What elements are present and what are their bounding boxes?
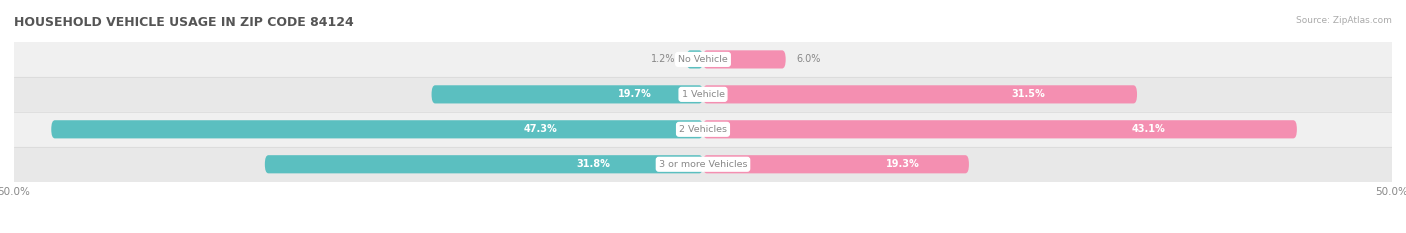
FancyBboxPatch shape [703,50,786,69]
Text: 31.5%: 31.5% [1012,89,1046,99]
Bar [14,42,1392,77]
FancyBboxPatch shape [703,155,969,173]
Bar [14,112,1392,147]
FancyBboxPatch shape [686,50,703,69]
FancyBboxPatch shape [51,120,703,138]
FancyBboxPatch shape [264,155,703,173]
Text: 6.0%: 6.0% [797,55,821,64]
Text: No Vehicle: No Vehicle [678,55,728,64]
Text: 2 Vehicles: 2 Vehicles [679,125,727,134]
FancyBboxPatch shape [432,85,703,103]
Text: HOUSEHOLD VEHICLE USAGE IN ZIP CODE 84124: HOUSEHOLD VEHICLE USAGE IN ZIP CODE 8412… [14,16,354,29]
Text: 31.8%: 31.8% [576,159,610,169]
Text: 3 or more Vehicles: 3 or more Vehicles [659,160,747,169]
Text: 19.7%: 19.7% [619,89,652,99]
Text: Source: ZipAtlas.com: Source: ZipAtlas.com [1296,16,1392,25]
Text: 1 Vehicle: 1 Vehicle [682,90,724,99]
Bar [14,147,1392,182]
Text: 47.3%: 47.3% [523,124,557,134]
Text: 1.2%: 1.2% [651,55,675,64]
Text: 43.1%: 43.1% [1132,124,1166,134]
Text: 19.3%: 19.3% [886,159,920,169]
FancyBboxPatch shape [703,85,1137,103]
Bar [14,77,1392,112]
FancyBboxPatch shape [703,120,1296,138]
